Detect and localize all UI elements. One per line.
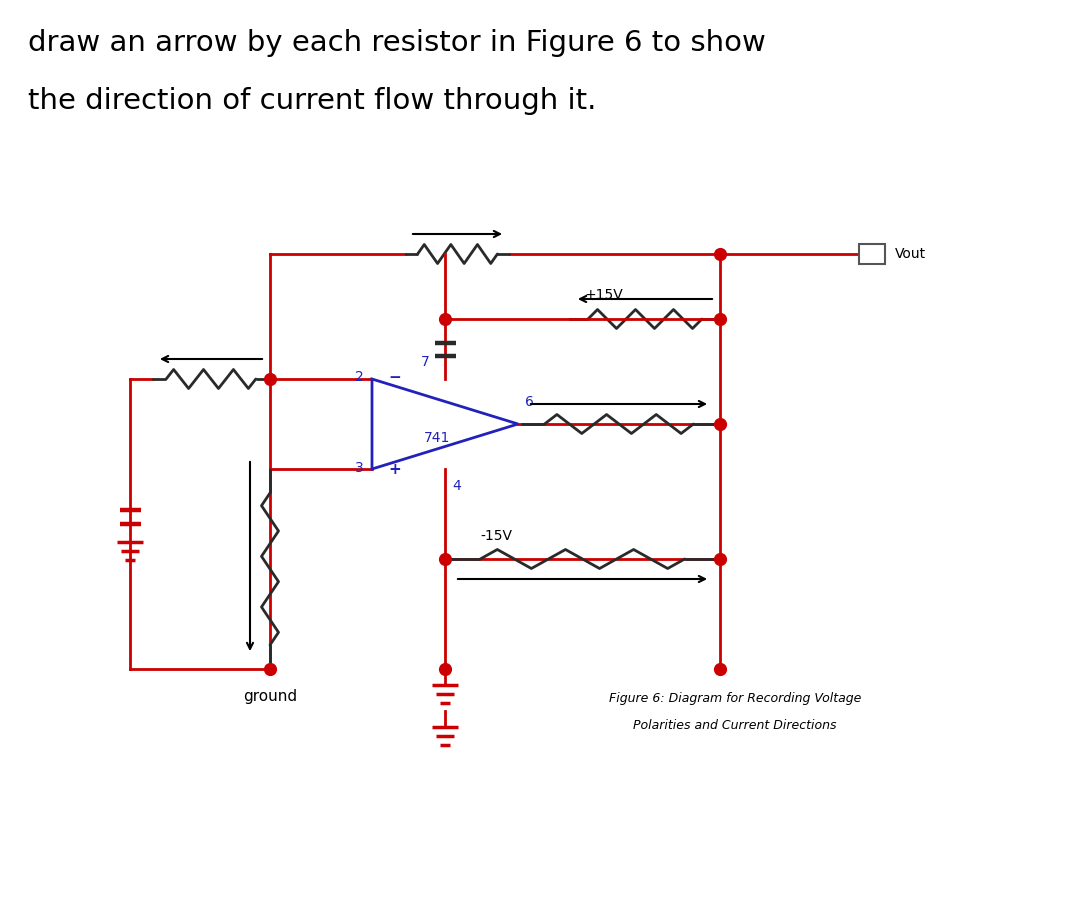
Text: ground: ground bbox=[243, 689, 297, 704]
FancyBboxPatch shape bbox=[859, 244, 885, 264]
Text: +15V: +15V bbox=[585, 288, 624, 302]
Text: Vout: Vout bbox=[895, 247, 927, 261]
Point bbox=[712, 247, 729, 261]
Point bbox=[436, 552, 454, 566]
Text: draw an arrow by each resistor in Figure 6 to show: draw an arrow by each resistor in Figure… bbox=[28, 29, 766, 57]
Text: −: − bbox=[388, 371, 401, 385]
Text: 4: 4 bbox=[453, 479, 461, 493]
Point bbox=[261, 371, 279, 386]
Point bbox=[261, 662, 279, 676]
Text: 3: 3 bbox=[355, 461, 364, 475]
Point bbox=[436, 311, 454, 326]
Text: 741: 741 bbox=[423, 431, 450, 445]
Point bbox=[712, 662, 729, 676]
Text: -15V: -15V bbox=[480, 529, 512, 543]
Point bbox=[712, 552, 729, 566]
Text: Polarities and Current Directions: Polarities and Current Directions bbox=[633, 719, 837, 732]
Text: 7: 7 bbox=[421, 355, 430, 369]
Point bbox=[712, 417, 729, 432]
Point bbox=[712, 311, 729, 326]
Text: +: + bbox=[388, 461, 401, 477]
Text: Figure 6: Diagram for Recording Voltage: Figure 6: Diagram for Recording Voltage bbox=[609, 692, 861, 705]
Point bbox=[436, 662, 454, 676]
Text: 6: 6 bbox=[525, 395, 534, 409]
Text: 2: 2 bbox=[355, 370, 364, 384]
Text: the direction of current flow through it.: the direction of current flow through it… bbox=[28, 87, 596, 115]
